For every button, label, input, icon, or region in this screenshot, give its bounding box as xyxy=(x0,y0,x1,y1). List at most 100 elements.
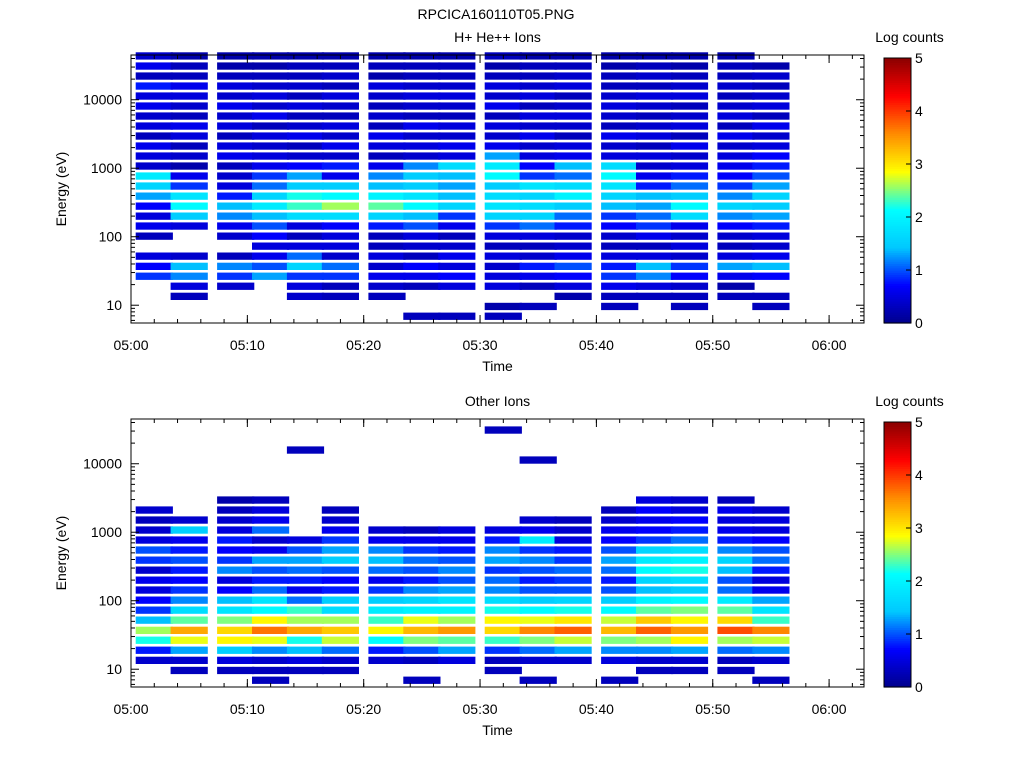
heatmap-cell xyxy=(286,666,325,675)
colorbar-segment xyxy=(884,212,911,216)
heatmap-cell xyxy=(135,546,173,554)
heatmap-cell xyxy=(135,556,173,564)
heatmap-cell xyxy=(484,596,522,604)
heatmap-cell xyxy=(321,556,359,564)
heatmap-cell xyxy=(519,616,557,624)
heatmap-cell xyxy=(601,152,639,160)
heatmap-cell xyxy=(484,646,522,654)
heatmap-cell xyxy=(670,102,709,110)
x-axis-label: Time xyxy=(482,358,513,374)
colorbar-segment xyxy=(884,71,911,75)
heatmap-cell xyxy=(403,102,441,110)
heatmap-cell xyxy=(438,132,476,140)
y-tick-label: 10 xyxy=(106,661,122,677)
heatmap-cell xyxy=(217,82,255,90)
heatmap-cell xyxy=(135,526,173,534)
heatmap-cell xyxy=(601,536,639,544)
heatmap-cell xyxy=(752,606,790,614)
heatmap-cell xyxy=(752,636,790,644)
heatmap-cell xyxy=(752,182,790,190)
colorbar-tick-label: 0 xyxy=(915,679,923,695)
colorbar-segment xyxy=(884,682,911,686)
heatmap-cell xyxy=(717,616,755,624)
heatmap-cell xyxy=(554,252,592,260)
heatmap-cell xyxy=(170,122,208,130)
heatmap-cell xyxy=(368,556,406,564)
colorbar-segment xyxy=(884,455,911,458)
heatmap-cell xyxy=(519,202,557,210)
heatmap-cell xyxy=(170,586,208,594)
heatmap-cell xyxy=(438,586,476,594)
heatmap-cell xyxy=(368,112,406,120)
heatmap-cell xyxy=(484,72,522,80)
colorbar-segment xyxy=(884,179,911,183)
heatmap-cell xyxy=(321,646,359,654)
colorbar-segment xyxy=(884,108,911,112)
x-tick-label: 05:30 xyxy=(463,701,498,717)
colorbar-segment xyxy=(884,585,911,589)
colorbar-segment xyxy=(884,258,911,262)
heatmap-cell xyxy=(321,516,359,524)
heatmap-cell xyxy=(438,616,476,624)
heatmap-cell xyxy=(403,556,441,564)
heatmap-cell xyxy=(717,536,755,544)
heatmap-cell xyxy=(217,112,255,120)
heatmap-cell xyxy=(554,282,592,290)
x-tick-label: 05:10 xyxy=(230,701,265,717)
colorbar-segment xyxy=(884,680,911,684)
heatmap-cell xyxy=(717,162,755,170)
colorbar-segment xyxy=(884,614,911,617)
heatmap-cell xyxy=(217,282,255,290)
colorbar-segment xyxy=(884,556,911,560)
heatmap-cell xyxy=(252,536,290,544)
heatmap-cell xyxy=(368,616,406,624)
heatmap-cell xyxy=(321,596,359,604)
heatmap-cell xyxy=(403,232,441,240)
colorbar-segment xyxy=(884,190,911,194)
heatmap-cell xyxy=(601,606,639,614)
colorbar-segment xyxy=(884,684,911,688)
heatmap-cell xyxy=(368,232,406,240)
heatmap-cells xyxy=(135,426,790,684)
heatmap-cell xyxy=(601,122,639,130)
heatmap-cell xyxy=(752,242,790,250)
heatmap-cell xyxy=(636,526,674,534)
heatmap-cell xyxy=(252,516,290,524)
heatmap-cell xyxy=(170,72,208,80)
heatmap-cell xyxy=(752,526,790,534)
heatmap-cell xyxy=(484,212,522,220)
heatmap-cell xyxy=(670,192,709,200)
heatmap-cell xyxy=(368,212,406,220)
heatmap-cell xyxy=(217,62,255,70)
colorbar-segment xyxy=(884,252,911,256)
heatmap-cell xyxy=(252,132,290,140)
heatmap-cell xyxy=(252,506,290,514)
heatmap-cell xyxy=(135,586,173,594)
heatmap-cell xyxy=(403,536,441,544)
heatmap-cell xyxy=(403,72,441,80)
colorbar-segment xyxy=(884,653,911,657)
colorbar-segment xyxy=(884,311,911,315)
heatmap-cell xyxy=(601,132,639,140)
heatmap-cell xyxy=(170,202,208,210)
colorbar-segment xyxy=(884,137,911,141)
heatmap-cell xyxy=(438,566,476,574)
heatmap-cell xyxy=(752,516,790,524)
colorbar-segment xyxy=(884,428,911,432)
heatmap-cell xyxy=(554,202,592,210)
heatmap-cell xyxy=(170,222,208,230)
colorbar-segment xyxy=(884,208,911,211)
heatmap-cell xyxy=(752,202,790,210)
heatmap-cell xyxy=(519,262,557,270)
colorbar-segment xyxy=(884,305,911,309)
colorbar-segment xyxy=(884,497,911,500)
heatmap-cell xyxy=(519,62,557,70)
heatmap-cell xyxy=(752,172,790,180)
heatmap-cell xyxy=(252,656,290,664)
heatmap-cell xyxy=(217,596,255,604)
heatmap-cell xyxy=(438,626,476,634)
colorbar-segment xyxy=(884,523,911,527)
colorbar-segment xyxy=(884,177,911,181)
colorbar-segment xyxy=(884,552,911,556)
colorbar-segment xyxy=(884,274,911,278)
